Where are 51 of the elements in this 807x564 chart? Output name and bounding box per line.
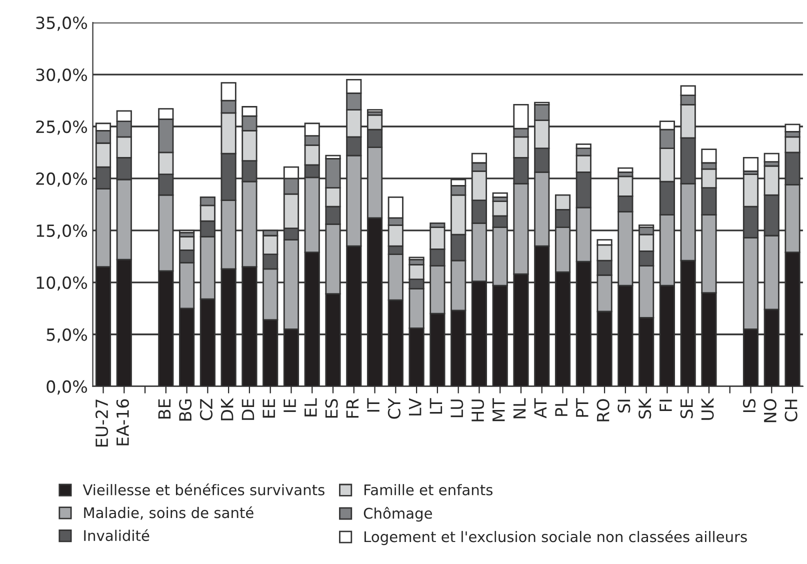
x-tick-label: IS bbox=[742, 399, 756, 412]
legend-label: Famille et enfants bbox=[364, 484, 492, 496]
legend-label: Chômage bbox=[364, 506, 432, 522]
x-tick-label: HU bbox=[472, 400, 484, 422]
x-tick-label: CZ bbox=[200, 398, 213, 420]
bar bbox=[366, 109, 383, 113]
x-tick-label: PL bbox=[555, 398, 568, 416]
x-tick-label: BE bbox=[158, 399, 171, 418]
y-tick-label: 0,0% bbox=[46, 380, 88, 395]
x-tick-label: LV bbox=[409, 398, 422, 416]
x-tick-label: LT bbox=[430, 398, 442, 414]
x-tick-label: IT bbox=[367, 398, 380, 412]
x-tick-label: SI bbox=[618, 400, 630, 413]
x-tick-label: MT bbox=[492, 398, 505, 422]
x-tick-label: LU bbox=[450, 400, 464, 418]
x-tick-label: FR bbox=[346, 398, 358, 418]
x-tick-label: DK bbox=[221, 398, 234, 420]
y-tick-label: 25,0% bbox=[36, 120, 88, 135]
legend-label: Maladie, soins de santé bbox=[84, 506, 254, 520]
y-tick-label: 30,0% bbox=[36, 68, 88, 83]
x-tick-label: RO bbox=[596, 399, 610, 422]
bar bbox=[492, 192, 508, 198]
x-tick-label: BG bbox=[179, 400, 192, 421]
x-tick-label: SE bbox=[680, 399, 693, 418]
x-tick-label: CH bbox=[784, 400, 798, 422]
x-tick-label: NL bbox=[513, 398, 526, 418]
bar bbox=[742, 156, 759, 172]
y-tick-label: 35,0% bbox=[36, 16, 88, 31]
x-tick-label: AT bbox=[534, 398, 546, 418]
y-tick-label: 5,0% bbox=[46, 328, 88, 343]
y-tick-label: 20,0% bbox=[36, 172, 88, 187]
x-tick-label: UK bbox=[701, 398, 714, 420]
legend-label: Logement et l'exclusion sociale non classées ailleurs bbox=[364, 530, 747, 546]
x-tick-label: CY bbox=[388, 398, 401, 419]
x-tick-label: ES bbox=[325, 399, 338, 418]
x-tick-label: NO bbox=[764, 399, 776, 422]
legend-label: Invalidité bbox=[84, 529, 150, 542]
legend-label: Vieillesse et bénéfices survivants bbox=[82, 483, 324, 496]
x-tick-label: FI bbox=[660, 400, 672, 412]
x-tick-label: PT bbox=[576, 398, 588, 417]
x-tick-label: EE bbox=[262, 399, 275, 418]
x-tick-label: DE bbox=[242, 399, 254, 420]
bar bbox=[764, 152, 780, 163]
bar bbox=[618, 167, 634, 173]
y-tick-label: 15,0% bbox=[36, 224, 88, 239]
x-tick-label: EL bbox=[304, 398, 317, 416]
x-tick-label: IE bbox=[284, 399, 296, 412]
x-tick-label: SK bbox=[638, 398, 652, 419]
x-tick-label: EU-27 bbox=[95, 400, 108, 446]
x-tick-label: EA-16 bbox=[116, 399, 129, 446]
y-tick-label: 10,0% bbox=[36, 276, 88, 291]
